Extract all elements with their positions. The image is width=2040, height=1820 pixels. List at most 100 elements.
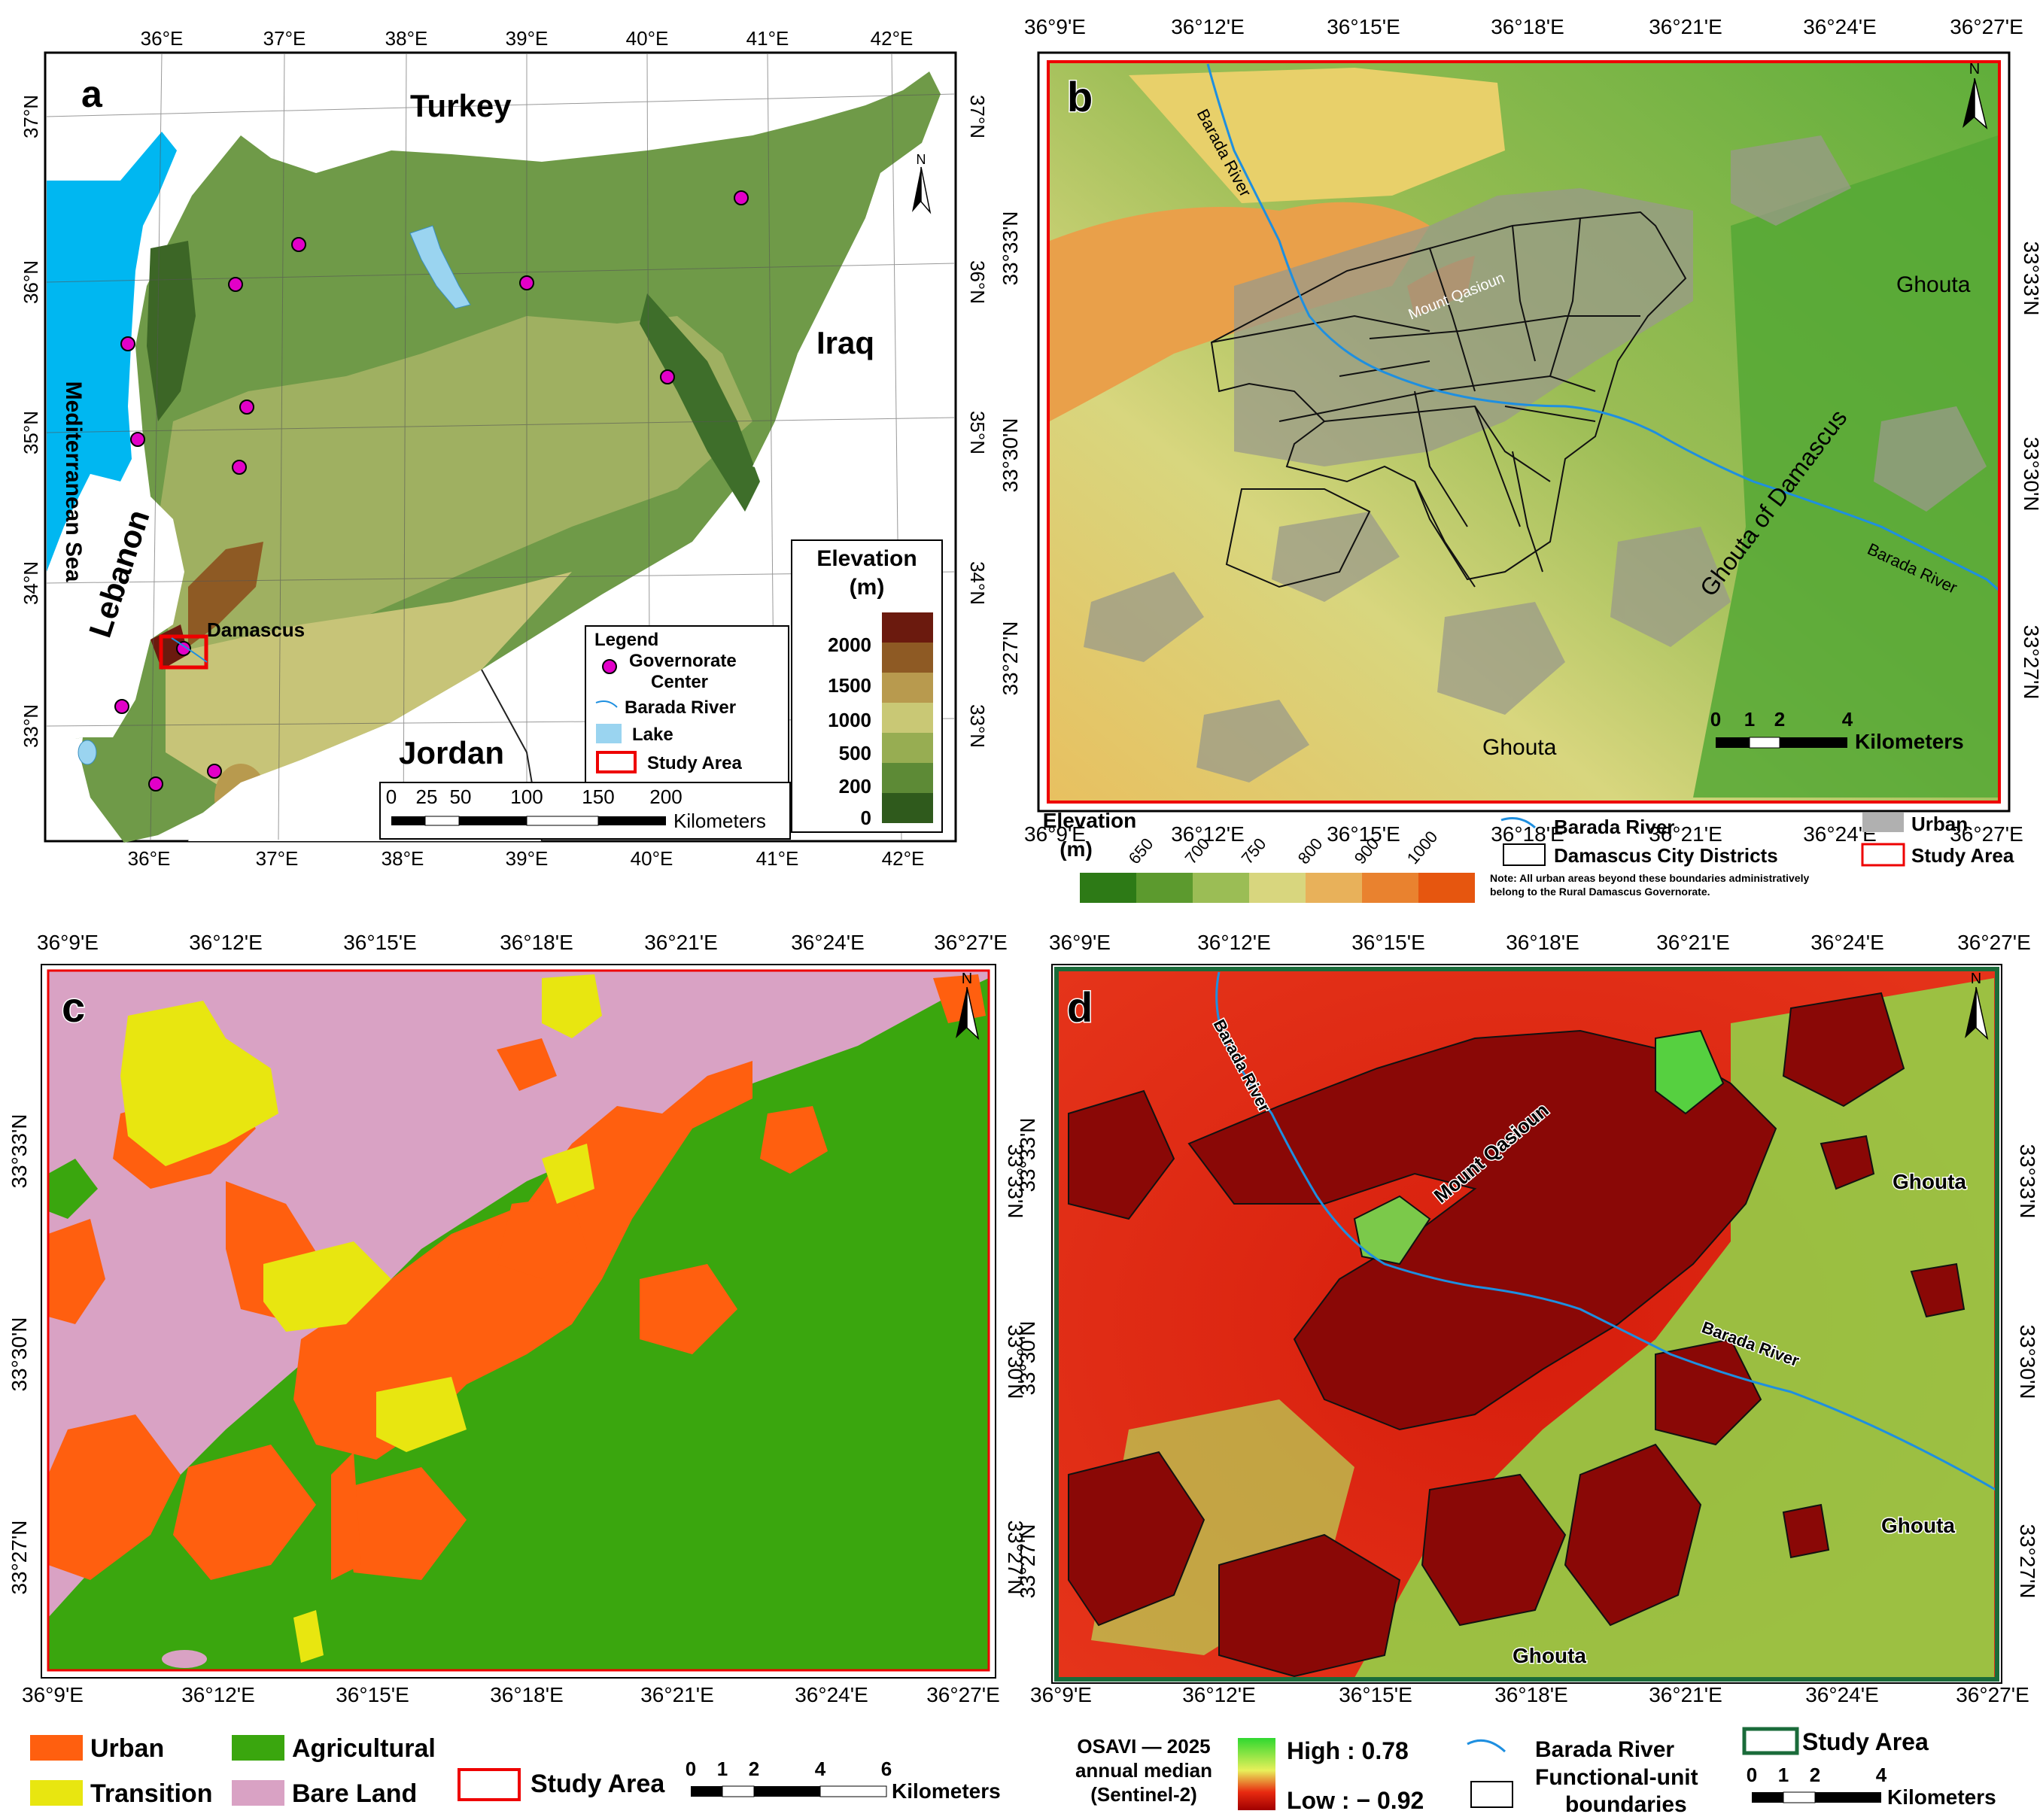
svg-text:Barada River: Barada River xyxy=(1554,816,1674,838)
svg-text:36°21'E: 36°21'E xyxy=(1656,931,1730,954)
panel-d-ticks: 36°9'E 36°12'E 36°15'E 36°18'E 36°21'E 3… xyxy=(1016,931,2039,1706)
assad-lake xyxy=(409,225,471,309)
mediterranean-sea xyxy=(47,132,177,572)
svg-text:High : 0.78: High : 0.78 xyxy=(1287,1737,1409,1764)
lebanon-sea-strip xyxy=(47,737,83,813)
svg-text:Functional-unit: Functional-unit xyxy=(1535,1765,1698,1790)
svg-text:2: 2 xyxy=(1810,1764,1820,1786)
svg-text:100: 100 xyxy=(510,785,543,808)
svg-text:0: 0 xyxy=(1710,708,1721,731)
svg-text:4: 4 xyxy=(1876,1764,1887,1786)
scale-bar-b: 0 1 2 4 Kilometers xyxy=(1710,708,1964,753)
elevation-legend-b: Elevation (m) 650 700 750 800 900 1000 xyxy=(1043,809,1475,903)
panel-a: a Turkey Iraq Jordan Lebanon Mediterrane… xyxy=(20,27,989,870)
turkey-label: Turkey xyxy=(410,88,512,123)
svg-text:33°27'N: 33°27'N xyxy=(8,1520,31,1594)
panel-b-letter: b xyxy=(1067,73,1093,120)
svg-text:36°21'E: 36°21'E xyxy=(1649,822,1722,846)
svg-text:36°27'E: 36°27'E xyxy=(1956,1683,2029,1706)
panel-c-letter: c xyxy=(62,983,85,1031)
gov-center xyxy=(148,776,163,792)
panel-b-ticks: 36°9'E 36°12'E 36°15'E 36°18'E 36°21'E 3… xyxy=(999,15,2040,846)
svg-text:36°27'E: 36°27'E xyxy=(934,931,1008,954)
iraq-label: Iraq xyxy=(816,325,874,360)
d-mount-green xyxy=(1353,1195,1431,1265)
svg-text:33°33'N: 33°33'N xyxy=(1016,1117,1039,1192)
svg-text:36°24'E: 36°24'E xyxy=(1803,15,1877,38)
svg-text:33°30'N: 33°30'N xyxy=(1004,1324,1027,1399)
svg-text:Kilometers: Kilometers xyxy=(1855,730,1964,753)
panel-b: b Barada River Mount Qasioun Ghouta Ghou… xyxy=(999,15,2040,903)
svg-text:36°15'E: 36°15'E xyxy=(1327,822,1400,846)
b-north-yellow xyxy=(1129,68,1505,203)
study-area-c xyxy=(47,969,990,1672)
d-ghouta1: Ghouta xyxy=(1893,1170,1966,1193)
svg-text:36°27'E: 36°27'E xyxy=(1957,931,2031,954)
study-area-d xyxy=(1054,967,1999,1682)
svg-text:25: 25 xyxy=(416,785,438,808)
panel-d-frame xyxy=(1051,964,2002,1684)
euphrates-valley xyxy=(640,293,760,512)
gov-center xyxy=(120,336,135,351)
svg-text:Urban: Urban xyxy=(90,1734,164,1763)
d-barada-river xyxy=(1215,971,1996,1491)
a-bottom-tick: 42°E xyxy=(882,847,925,870)
lebanon xyxy=(47,474,184,745)
b-barada-river xyxy=(1206,63,2000,592)
a-left-tick: 34°N xyxy=(20,561,42,605)
a-right-tick: 34°N xyxy=(966,561,989,605)
gov-center xyxy=(239,400,254,415)
svg-text:36°9'E: 36°9'E xyxy=(1024,822,1086,846)
svg-text:36°15'E: 36°15'E xyxy=(1351,931,1425,954)
d-ghouta3: Ghouta xyxy=(1513,1644,1586,1667)
svg-text:4: 4 xyxy=(1842,708,1853,731)
svg-text:2: 2 xyxy=(749,1758,759,1780)
b-east-green xyxy=(1693,135,1998,798)
panel-c: c N 36°9'E 36°12'E 36°15'E 36°18'E 36°21… xyxy=(8,931,1027,1808)
svg-text:36°27'E: 36°27'E xyxy=(1950,15,2023,38)
panel-d: d Barada River Mount Qasioun Ghouta Bara… xyxy=(1016,931,2039,1817)
svg-text:(m): (m) xyxy=(850,575,885,600)
sea-label: Mediterranean Sea xyxy=(61,381,86,582)
a-bottom-tick: 39°E xyxy=(506,847,549,870)
svg-text:33°30'N: 33°30'N xyxy=(2020,436,2040,511)
c-transition xyxy=(120,974,602,1663)
svg-text:33°27'N: 33°27'N xyxy=(1004,1520,1027,1594)
syria-south-light xyxy=(166,572,572,790)
svg-text:Study Area: Study Area xyxy=(1911,844,2014,867)
b-ghouta-s: Ghouta xyxy=(1482,735,1557,760)
svg-text:belong to the Rural Damascus G: belong to the Rural Damascus Governorate… xyxy=(1490,886,1710,898)
svg-text:Low : − 0.92: Low : − 0.92 xyxy=(1287,1787,1424,1814)
d-green-patch-ne xyxy=(1655,1029,1725,1115)
a-right-tick: 33°N xyxy=(966,704,989,748)
governorate-centers xyxy=(114,190,749,792)
svg-text:Barada River: Barada River xyxy=(1535,1737,1674,1762)
north-arrow-a: N xyxy=(912,152,932,214)
gov-center xyxy=(114,699,129,714)
svg-text:36°27'E: 36°27'E xyxy=(1950,822,2023,846)
svg-text:33°27'N: 33°27'N xyxy=(999,621,1022,695)
graticule-a xyxy=(46,53,955,840)
svg-text:33°33'N: 33°33'N xyxy=(1004,1144,1027,1218)
svg-text:(m): (m) xyxy=(1060,837,1093,861)
svg-text:36°12'E: 36°12'E xyxy=(189,931,263,954)
north-arrow-c: N xyxy=(956,971,980,1041)
a-top-tick: 36°E xyxy=(141,27,184,50)
gov-center xyxy=(291,237,306,252)
gov-center xyxy=(232,460,247,475)
panel-a-ticks: 36°E 37°E 38°E 39°E 40°E 41°E 42°E 36°E … xyxy=(20,27,989,870)
svg-text:1: 1 xyxy=(1778,1764,1789,1786)
svg-text:200: 200 xyxy=(839,775,871,798)
svg-text:150: 150 xyxy=(582,785,614,808)
svg-text:annual median: annual median xyxy=(1075,1759,1212,1782)
a-top-tick: 38°E xyxy=(385,27,428,50)
svg-text:36°24'E: 36°24'E xyxy=(791,931,865,954)
svg-text:1000: 1000 xyxy=(1403,828,1442,868)
a-right-tick: 36°N xyxy=(966,260,989,304)
study-area-b xyxy=(1047,60,2001,804)
svg-text:33°27'N: 33°27'N xyxy=(1016,1524,1039,1598)
svg-text:Study Area: Study Area xyxy=(1802,1728,1929,1755)
svg-text:36°15'E: 36°15'E xyxy=(1339,1683,1412,1706)
svg-text:Barada River: Barada River xyxy=(625,697,736,718)
svg-text:36°21'E: 36°21'E xyxy=(644,931,718,954)
